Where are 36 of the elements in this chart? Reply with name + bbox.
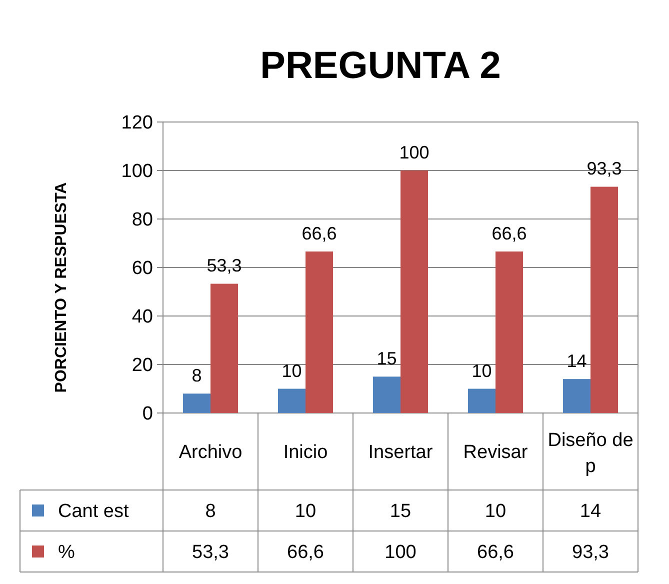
- chart-title: PREGUNTA 2: [260, 45, 501, 87]
- x-tick-label: Insertar: [368, 442, 434, 464]
- data-label: 100: [384, 542, 416, 564]
- data-label: 8: [205, 501, 216, 522]
- data-label: 14: [580, 501, 602, 522]
- legend-label: Cant est: [58, 501, 130, 522]
- text: 14: [566, 351, 587, 372]
- data-label: 53,3: [192, 542, 229, 564]
- x-tick-label: Inicio: [283, 442, 328, 464]
- text: 66,6: [492, 223, 527, 244]
- text: 10: [472, 360, 492, 381]
- data-label: 10: [294, 501, 316, 522]
- y-axis-title: PORCIENTO Y RESPUESTA: [53, 182, 70, 393]
- data-label: 10: [484, 501, 506, 522]
- text: 93,3: [586, 158, 622, 179]
- data-label: 66,6: [477, 542, 514, 564]
- data-label: 15: [390, 501, 412, 522]
- text: 53,3: [206, 256, 242, 276]
- text: 66,6: [302, 223, 337, 244]
- legend-label: %: [58, 542, 75, 564]
- text: 15: [376, 348, 397, 369]
- y-tick-label: 100: [121, 161, 153, 182]
- x-tick-label: Diseño de p: [548, 430, 634, 478]
- y-tick-label: 0: [142, 404, 153, 425]
- text: 8: [192, 366, 202, 386]
- y-tick-label: 80: [132, 210, 153, 231]
- text: 10: [282, 360, 302, 381]
- text: 100: [399, 142, 430, 162]
- x-tick-label: Revisar: [463, 442, 528, 464]
- y-tick-label: 40: [132, 306, 153, 328]
- x-tick-label: Archivo: [178, 442, 242, 464]
- y-tick-label: 120: [121, 112, 153, 134]
- y-tick-label: 60: [132, 258, 153, 280]
- y-tick-label: 20: [132, 355, 153, 376]
- data-label: 93,3: [572, 542, 609, 564]
- data-label: 66,6: [287, 542, 324, 564]
